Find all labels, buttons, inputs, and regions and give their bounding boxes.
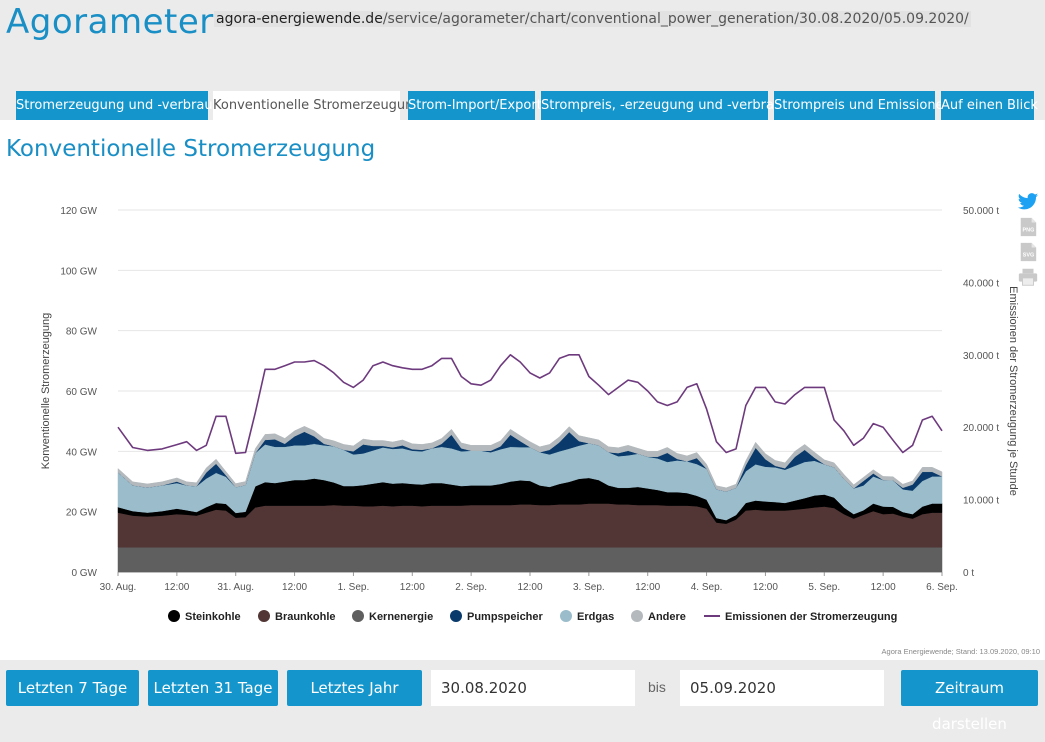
x-tick-label: 12:00 — [753, 582, 778, 593]
tab-konventionelle-stromerzeugung[interactable]: Konventionelle Stromerzeugung — [213, 91, 422, 121]
x-tick-label: 31. Aug. — [217, 582, 254, 593]
chart: 0 GW 20 GW 40 GW 60 GW 80 GW 100 GW 120 GW 0 t 1… — [40, 206, 1040, 656]
y-tick-label: 0 GW — [71, 568, 97, 579]
from-date-input[interactable] — [431, 670, 635, 706]
tab-strompreis-erzeugung[interactable]: Strompreis, -erzeugung und -verbrauch — [541, 91, 798, 121]
x-tick-label: 12:00 — [517, 582, 542, 593]
y-tick-label: 120 GW — [60, 206, 97, 217]
x-tick-label: 12:00 — [400, 582, 425, 593]
legend-item[interactable]: Erdgas — [560, 610, 614, 623]
legend-label: Braunkohle — [275, 611, 336, 623]
top-bar: Agorameter agora-energiewende.de/service… — [0, 0, 1045, 121]
y-tick-label: 80 GW — [66, 327, 98, 338]
print-icon[interactable] — [1017, 267, 1039, 287]
x-tick-label: 12:00 — [635, 582, 660, 593]
x-tick-label: 6. Sep. — [926, 582, 958, 593]
legend-swatch — [450, 610, 462, 622]
legend-swatch — [258, 610, 270, 622]
legend-item[interactable]: Andere — [631, 610, 686, 623]
x-tick-label: 30. Aug. — [100, 582, 137, 593]
show-range-button[interactable]: Zeitraum darstellen — [901, 670, 1038, 733]
x-tick-label: 12:00 — [164, 582, 189, 593]
y2-tick-label: 0 t — [963, 568, 974, 579]
legend-item[interactable]: Steinkohle — [168, 610, 241, 623]
bis-label: bis — [648, 679, 666, 695]
legend-swatch — [560, 610, 572, 622]
x-tick-label: 4. Sep. — [691, 582, 723, 593]
png-download-icon[interactable]: PNG — [1017, 217, 1039, 237]
tab-strom-import-export[interactable]: Strom-Import/Export — [408, 91, 542, 121]
twitter-icon[interactable] — [1017, 192, 1039, 212]
x-tick-label: 12:00 — [282, 582, 307, 593]
last-31-days-button[interactable]: Letzten 31 Tage — [148, 670, 278, 706]
chart-credit: Agora Energiewende; Stand: 13.09.2020, 0… — [882, 647, 1040, 656]
legend-item[interactable]: Braunkohle — [258, 610, 336, 623]
y-tick-label: 20 GW — [66, 508, 98, 519]
y2-tick-label: 40.000 t — [963, 278, 999, 289]
last-year-button[interactable]: Letztes Jahr — [287, 670, 422, 706]
legend-label: Kernenergie — [369, 611, 433, 623]
chart-container: 0 GW 20 GW 40 GW 60 GW 80 GW 100 GW 120 GW 0 t 1… — [0, 180, 1045, 660]
main-content: Konventionelle Stromerzeugung 0 GW 20 GW 4… — [0, 120, 1045, 660]
y2-tick-label: 20.000 t — [963, 423, 999, 434]
legend-swatch — [168, 610, 180, 622]
url-display: agora-energiewende.de/service/agorameter… — [214, 11, 971, 27]
y-tick-label: 60 GW — [66, 387, 98, 398]
legend-label: Andere — [648, 611, 686, 623]
x-tick-label: 1. Sep. — [338, 582, 370, 593]
y-axis-label: Konventionelle Stromerzeugung — [40, 313, 52, 470]
tab-auf-einen-blick[interactable]: Auf einen Blick — [941, 91, 1038, 121]
svg-text:SVG: SVG — [1023, 253, 1034, 259]
legend-item[interactable]: Emissionen der Stromerzeugung — [704, 611, 897, 623]
x-tick-label: 3. Sep. — [573, 582, 605, 593]
legend-swatch — [352, 610, 364, 622]
y-tick-label: 100 GW — [60, 266, 97, 277]
tab-strompreis-emissionen[interactable]: Strompreis und Emissionen — [774, 91, 952, 121]
logo[interactable]: Agorameter — [6, 2, 214, 42]
page-title: Konventionelle Stromerzeugung — [6, 136, 376, 162]
legend-item[interactable]: Kernenergie — [352, 610, 433, 623]
legend-swatch — [631, 610, 643, 622]
last-7-days-button[interactable]: Letzten 7 Tage — [6, 670, 139, 706]
line-emissionen — [117, 354, 943, 455]
x-tick-label: 2. Sep. — [455, 582, 487, 593]
to-date-input[interactable] — [680, 670, 884, 706]
date-range-bar: Letzten 7 Tage Letzten 31 Tage Letztes J… — [0, 660, 1045, 733]
chart-actions: PNG SVG — [1017, 192, 1041, 292]
tab-stromerzeugung[interactable]: Stromerzeugung und -verbrauch — [16, 91, 228, 121]
area-kernenergie — [117, 547, 943, 573]
svg-download-icon[interactable]: SVG — [1017, 242, 1039, 262]
legend-label: Steinkohle — [185, 611, 241, 623]
url-host: agora-energiewende.de — [216, 11, 383, 27]
y2-tick-label: 50.000 t — [963, 206, 999, 217]
y2-tick-label: 30.000 t — [963, 351, 999, 362]
area-andere — [117, 426, 943, 492]
y2-tick-label: 10.000 t — [963, 496, 999, 507]
url-path: /service/agorameter/chart/conventional_p… — [382, 11, 969, 27]
y-tick-label: 40 GW — [66, 447, 98, 458]
y2-axis-label: Emissionen der Stromerzeugung je Stunde — [1007, 286, 1019, 496]
legend-label: Erdgas — [577, 611, 614, 623]
legend-item[interactable]: Pumpspeicher — [450, 610, 544, 623]
x-tick-label: 12:00 — [871, 582, 896, 593]
x-tick-label: 5. Sep. — [808, 582, 840, 593]
svg-text:PNG: PNG — [1023, 228, 1035, 234]
legend-label: Emissionen der Stromerzeugung — [725, 611, 897, 623]
legend-label: Pumpspeicher — [467, 611, 544, 623]
